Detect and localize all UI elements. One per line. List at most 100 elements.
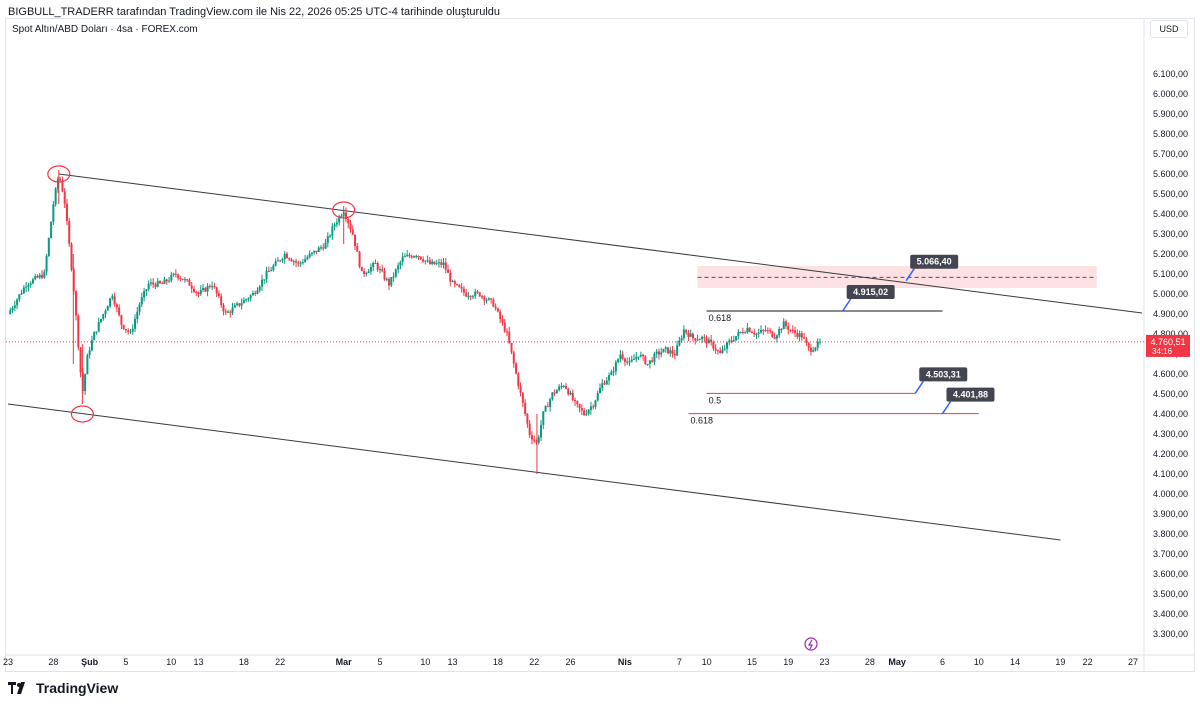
candle-body: [816, 341, 819, 348]
x-tick-label: 7: [677, 657, 682, 667]
candle-body: [723, 348, 726, 350]
candle-body: [363, 271, 366, 274]
candle-body: [442, 262, 445, 265]
y-tick-label: 4.600,00: [1153, 369, 1188, 379]
pivot-marker-circle[interactable]: [332, 201, 356, 219]
candle-body: [388, 278, 391, 286]
candle-body: [428, 260, 431, 264]
candle-body: [68, 220, 71, 244]
candle-body: [102, 314, 105, 320]
candle-body: [406, 254, 409, 257]
candle-body: [612, 371, 615, 373]
fib-0618-lower-tag-box[interactable]: [946, 387, 995, 402]
candle-body: [163, 279, 166, 284]
candle-body: [390, 276, 393, 286]
candle-body: [11, 308, 14, 311]
candle-body: [444, 262, 447, 270]
candle-body: [422, 259, 425, 262]
candle-body: [653, 353, 656, 362]
candle-body: [292, 261, 295, 263]
candle-body: [710, 339, 713, 342]
candle-body: [394, 269, 397, 277]
candle-body: [564, 385, 567, 389]
y-tick-label: 3.600,00: [1153, 569, 1188, 579]
candle-body: [161, 282, 164, 284]
candle-body: [453, 281, 456, 284]
candle-body: [326, 236, 329, 243]
candle-body: [512, 352, 515, 364]
candle-body: [206, 285, 209, 292]
candle-body: [29, 283, 32, 286]
candle-body: [619, 354, 622, 360]
candle-body: [469, 296, 472, 298]
lower-channel-line[interactable]: [7, 403, 1061, 541]
candle-body: [38, 274, 41, 278]
candle-body: [283, 253, 286, 260]
candle-body: [505, 331, 508, 333]
candle-body: [598, 388, 601, 394]
candle-body: [233, 305, 236, 308]
candle-body: [56, 179, 59, 189]
lightning-icon[interactable]: [804, 637, 818, 651]
candle-body: [181, 278, 184, 281]
candle-body: [408, 254, 411, 257]
x-tick-label: 6: [940, 657, 945, 667]
pivot-marker-circle[interactable]: [70, 405, 94, 423]
candle-body: [170, 274, 173, 281]
candle-body: [603, 383, 606, 385]
candle-body: [174, 273, 177, 275]
candle-body: [213, 286, 216, 288]
candle-body: [678, 340, 681, 346]
candle-body: [52, 204, 55, 222]
x-tick-label: Mar: [336, 657, 353, 667]
currency-button[interactable]: USD: [1150, 20, 1188, 38]
current-price-tag[interactable]: [1146, 334, 1190, 357]
candle-body: [136, 311, 139, 320]
candle-body: [474, 291, 477, 297]
candle-body: [669, 350, 672, 354]
candle-body: [748, 327, 751, 332]
fib-0618-upper-tag-box[interactable]: [846, 284, 895, 299]
candle-body: [95, 331, 98, 333]
y-tick-label: 3.400,00: [1153, 609, 1188, 619]
tradingview-logo-icon: [8, 682, 25, 694]
zone-tag-box[interactable]: [910, 254, 959, 269]
x-tick-label: 27: [1128, 657, 1138, 667]
candle-body: [503, 322, 506, 332]
candle-body: [313, 250, 316, 253]
candle-body: [378, 269, 381, 271]
candle-body: [798, 333, 801, 337]
candle-body: [270, 270, 273, 272]
x-tick-label: 18: [239, 657, 249, 667]
candle-body: [111, 296, 114, 299]
candle-body: [494, 306, 497, 309]
upper-channel-line[interactable]: [58, 173, 1143, 314]
y-tick-label: 5.900,00: [1153, 109, 1188, 119]
x-tick-label: 22: [275, 657, 285, 667]
x-tick-label: 19: [783, 657, 793, 667]
candle-body: [272, 265, 275, 271]
candle-body: [122, 324, 125, 330]
candle-body: [261, 279, 264, 287]
candle-body: [569, 392, 572, 395]
candle-body: [410, 256, 413, 258]
symbol-title[interactable]: Spot Altın/ABD Doları · 4sa · FOREX.com: [12, 24, 198, 35]
candle-body: [281, 259, 284, 261]
candle-body: [18, 294, 21, 300]
candle-body: [458, 284, 461, 288]
candle-body: [188, 279, 191, 286]
candle-body: [16, 299, 19, 306]
x-tick-label: 22: [529, 657, 539, 667]
pivot-marker-circle[interactable]: [47, 165, 71, 183]
candle-body: [204, 287, 207, 292]
candle-body: [356, 246, 359, 252]
candle-body: [537, 437, 540, 443]
candle-body: [773, 337, 776, 339]
candle-body: [36, 276, 39, 278]
lightning-bolt-glyph: [807, 639, 813, 650]
candle-body: [784, 321, 787, 327]
x-tick-label: 22: [1083, 657, 1093, 667]
fib-05-tag-box[interactable]: [919, 367, 968, 382]
candle-body: [333, 224, 336, 227]
